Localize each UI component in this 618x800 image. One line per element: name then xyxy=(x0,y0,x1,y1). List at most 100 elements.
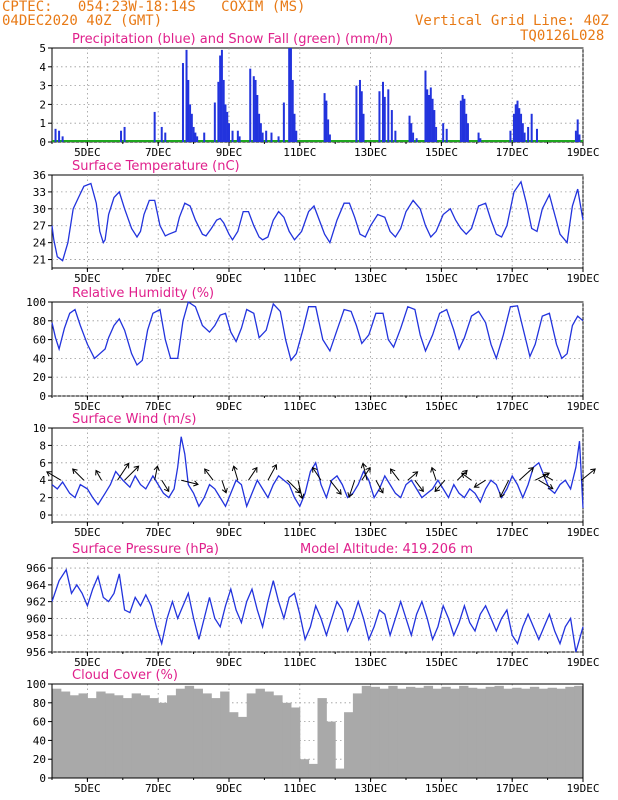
wind-xtick-label: 19DEC xyxy=(566,526,599,539)
precip-frame xyxy=(51,47,584,143)
rh-ytick-label: 100 xyxy=(26,296,46,309)
precip-bar xyxy=(461,95,464,142)
cloud-bar xyxy=(229,712,239,778)
cloud-ytick-label: 40 xyxy=(33,734,46,747)
wind-vector-head xyxy=(389,468,396,475)
pressure-xtick-label: 19DEC xyxy=(566,656,599,669)
wind-vector-head xyxy=(123,462,130,469)
precip-bar xyxy=(527,126,530,142)
cloud-xtick-label: 9DEC xyxy=(216,782,243,795)
precip-bar xyxy=(190,113,193,142)
precip-bar xyxy=(213,102,216,142)
precip-bar xyxy=(120,130,123,142)
wind-vector xyxy=(312,466,322,481)
precip-bar xyxy=(431,98,434,142)
cloud-bar xyxy=(521,688,531,778)
cloud-bar xyxy=(450,688,460,778)
wind-vector-shaft xyxy=(287,479,301,494)
cloud-bar xyxy=(352,693,363,778)
precip-xtick-label: 7DEC xyxy=(145,146,172,159)
precip-bar xyxy=(362,113,365,142)
wind-vector-shaft xyxy=(362,463,368,481)
cloud-bar xyxy=(202,693,212,778)
precip-ytick-label: 1 xyxy=(39,117,46,130)
wind-vector xyxy=(460,472,472,481)
precip-xtick-label: 9DEC xyxy=(216,146,243,159)
temp-xtick-label: 19DEC xyxy=(566,272,599,285)
cloud-bar xyxy=(406,686,416,778)
rh-title: Relative Humidity (%) xyxy=(72,286,214,301)
wind-vector xyxy=(434,479,446,493)
header-grid-note: Vertical Grid Line: 40Z xyxy=(415,13,609,29)
wind-vector-head xyxy=(298,493,305,500)
wind-vector-head xyxy=(499,491,505,498)
precip-bar xyxy=(433,110,436,142)
precip-bar xyxy=(383,96,386,142)
cloud-bar xyxy=(485,686,495,778)
precip-bar xyxy=(61,136,64,142)
cloud-bar xyxy=(131,693,141,778)
precip-bar xyxy=(424,70,427,142)
precip-bar xyxy=(58,130,61,142)
cloud-bar xyxy=(282,702,292,778)
cloud-bar xyxy=(344,712,354,778)
wind-ytick-label: 4 xyxy=(39,474,46,487)
temp-xtick-label: 5DEC xyxy=(74,272,101,285)
precip-bar xyxy=(259,123,262,142)
temp-line xyxy=(51,180,584,262)
cloud-bar xyxy=(574,685,583,778)
cloud-bar xyxy=(255,688,265,778)
wind-vector-head xyxy=(163,486,170,493)
cloud-bar xyxy=(326,721,336,778)
wind-vector xyxy=(518,466,535,481)
precip-bar xyxy=(394,130,397,142)
precip-bar xyxy=(185,49,188,142)
cloud-bar xyxy=(96,691,106,778)
precip-bar xyxy=(323,93,326,142)
cloud-bar xyxy=(308,763,318,778)
wind-vector-head xyxy=(312,466,318,473)
header-station: CPTEC: 054:23W-18:14S COXIM (MS) xyxy=(2,0,306,15)
wind-vector xyxy=(473,479,486,488)
precip-xtick-label: 11DEC xyxy=(283,146,316,159)
wind-vector-head xyxy=(528,466,535,473)
wind-vector-head xyxy=(252,466,258,473)
cloud-bar xyxy=(512,687,522,778)
precip-bar xyxy=(466,123,469,142)
wind-vector-shaft xyxy=(124,465,139,481)
wind-vector-head xyxy=(418,486,424,493)
precip-bar xyxy=(258,113,261,142)
precip-bar xyxy=(426,89,429,142)
cloud-bar xyxy=(105,693,115,778)
precip-xtick-label: 15DEC xyxy=(425,146,458,159)
cloud-xtick-label: 7DEC xyxy=(145,782,172,795)
precip-bar xyxy=(387,89,390,142)
precip-bar xyxy=(256,95,259,142)
cloud-bar xyxy=(211,698,221,778)
precip-bar xyxy=(222,79,225,142)
precip-bar xyxy=(415,138,418,142)
wind-vector-shaft xyxy=(297,480,303,499)
precip-bar xyxy=(226,111,229,142)
cloud-bar xyxy=(317,698,327,778)
precip-bar xyxy=(291,79,294,142)
precip-ytick-label: 5 xyxy=(39,42,46,55)
wind-vector-shaft xyxy=(499,479,510,498)
rh-xtick-label: 5DEC xyxy=(74,400,101,413)
pressure-ytick-label: 962 xyxy=(26,596,46,609)
cloud-bar xyxy=(547,687,557,778)
precip-bar xyxy=(355,85,358,142)
rh-ytick-label: 20 xyxy=(33,371,46,384)
precip-bar xyxy=(408,115,411,142)
wind-vector-head xyxy=(542,473,549,480)
precip-bar xyxy=(509,130,512,142)
wind-vector-shaft xyxy=(46,471,62,481)
cloud-title: Cloud Cover (%) xyxy=(72,668,178,683)
wind-vector xyxy=(72,468,85,481)
wind-vector-shaft xyxy=(542,474,554,481)
precip-bar xyxy=(192,126,195,142)
temp-xtick-label: 17DEC xyxy=(496,272,529,285)
wind-ytick-label: 10 xyxy=(33,422,46,435)
wind-vector-head xyxy=(95,469,101,476)
